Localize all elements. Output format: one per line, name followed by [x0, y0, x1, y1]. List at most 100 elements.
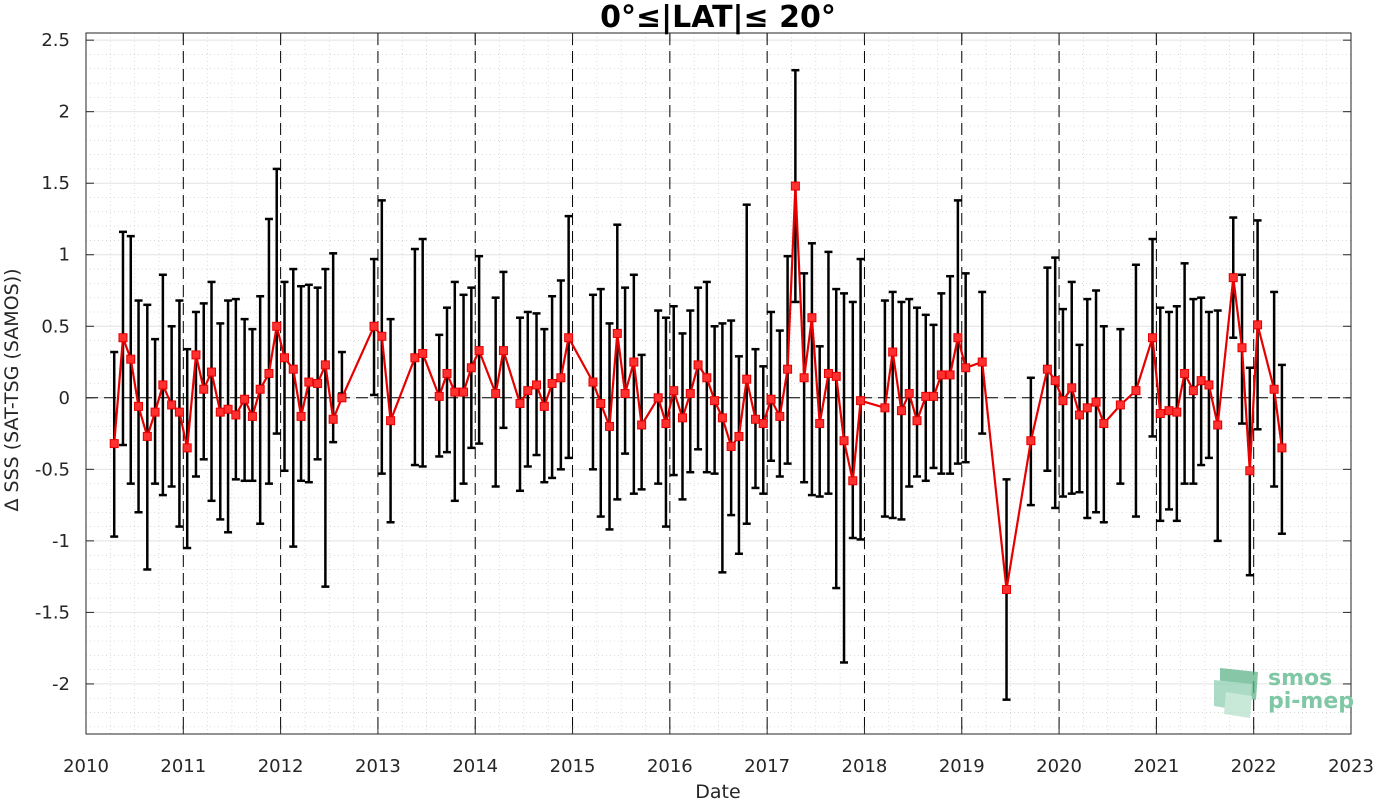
data-point-marker	[1172, 407, 1182, 417]
x-tick-label: 2021	[1133, 756, 1179, 777]
x-tick-label: 2017	[744, 756, 790, 777]
data-point-marker	[896, 406, 906, 416]
data-point-marker	[693, 360, 703, 370]
data-point-marker	[1002, 585, 1012, 595]
x-tick-label: 2022	[1231, 756, 1277, 777]
data-point-marker	[1204, 380, 1214, 390]
data-point-marker	[921, 391, 931, 401]
data-point-marker	[742, 374, 752, 384]
data-point-marker	[750, 414, 760, 424]
data-point-marker	[231, 410, 241, 420]
data-point-marker	[717, 413, 727, 423]
data-point-marker	[685, 389, 695, 399]
data-point-marker	[856, 396, 866, 406]
x-axis-label: Date	[695, 781, 740, 801]
x-tick-label: 2013	[355, 756, 401, 777]
data-point-marker	[532, 380, 542, 390]
data-point-marker	[418, 348, 428, 358]
data-point-marker	[839, 436, 849, 446]
data-point-marker	[1180, 368, 1190, 378]
data-point-marker	[174, 407, 184, 417]
data-point-marker	[313, 379, 323, 388]
data-point-marker	[677, 413, 687, 423]
data-point-marker	[167, 400, 177, 410]
data-point-marker	[758, 419, 768, 429]
data-point-marker	[1091, 397, 1101, 407]
logo-text-pi-mep: pi-mep	[1268, 689, 1354, 714]
data-point-marker	[320, 360, 330, 370]
data-point-marker	[142, 431, 152, 441]
logo-text-smos: smos	[1268, 666, 1332, 691]
data-point-marker	[1131, 386, 1141, 396]
data-point-marker	[328, 414, 338, 424]
data-point-marker	[240, 394, 250, 404]
data-point-marker	[223, 404, 233, 414]
data-point-marker	[807, 313, 817, 323]
data-point-marker	[109, 439, 119, 449]
data-point-marker	[977, 357, 987, 367]
data-point-marker	[296, 411, 306, 421]
data-point-marker	[1277, 443, 1287, 453]
data-point-marker	[1188, 386, 1198, 396]
y-tick-label: 1.5	[41, 173, 70, 194]
x-tick-label: 2018	[842, 756, 888, 777]
data-point-marker	[539, 401, 549, 411]
data-point-marker	[702, 373, 712, 383]
data-point-marker	[523, 386, 533, 396]
data-point-marker	[766, 394, 776, 404]
data-point-marker	[1099, 419, 1109, 429]
data-point-marker	[442, 368, 452, 378]
smos-logo-icon	[1214, 668, 1258, 718]
data-point-marker	[945, 370, 955, 380]
y-tick-label: 0.5	[41, 316, 70, 337]
x-tick-label: 2011	[160, 756, 206, 777]
data-point-marker	[1147, 333, 1157, 343]
x-tick-label: 2020	[1036, 756, 1082, 777]
data-point-marker	[150, 407, 160, 417]
data-point-marker	[823, 368, 833, 378]
data-point-marker	[498, 346, 508, 356]
data-point-marker	[953, 333, 963, 343]
data-point-marker	[474, 346, 484, 356]
data-point-marker	[304, 377, 314, 387]
data-point-marker	[547, 379, 557, 388]
data-point-marker	[1075, 410, 1085, 420]
data-point-marker	[596, 399, 606, 409]
x-tick-label: 2015	[550, 756, 596, 777]
data-point-marker	[1082, 403, 1092, 413]
y-tick-label: 2.5	[41, 30, 70, 51]
axes	[85, 32, 1352, 735]
smos-pi-mep-logo: smos pi-mep	[1214, 666, 1354, 718]
data-point-marker	[637, 420, 647, 430]
x-tick-label: 2010	[63, 756, 109, 777]
plot-frame	[85, 32, 1352, 735]
data-point-marker	[264, 368, 274, 378]
data-point-marker	[734, 431, 744, 441]
data-point-marker	[815, 419, 825, 429]
data-point-marker	[1245, 466, 1255, 476]
data-point-marker	[247, 411, 257, 421]
data-point-marker	[588, 377, 598, 387]
data-point-marker	[1196, 376, 1206, 386]
data-point-marker	[880, 403, 890, 413]
data-point-marker	[612, 328, 622, 338]
x-tick-label: 2012	[258, 756, 304, 777]
y-tick-label: -1.5	[35, 602, 70, 623]
x-tick-label: 2014	[452, 756, 498, 777]
data-point-marker	[710, 396, 720, 406]
data-point-marker	[620, 389, 630, 399]
y-tick-labels: 2.5 2 1.5 1 0.5 0 -0.5 -1 -1.5 -2	[35, 30, 70, 695]
data-point-marker	[1228, 273, 1238, 283]
data-point-marker	[929, 391, 939, 401]
x-tick-label: 2016	[647, 756, 693, 777]
data-point-marker	[126, 354, 136, 364]
data-point-marker	[790, 181, 800, 191]
y-tick-label: -0.5	[35, 459, 70, 480]
y-axis-label: Δ SSS (SAT-TSG (SAMOS))	[1, 268, 23, 511]
x-tick-labels: 2010 2011 2012 2013 2014 2015 2016 2017 2018 2019…	[63, 756, 1374, 777]
data-point-marker	[1050, 376, 1060, 386]
data-point-marker	[799, 373, 809, 383]
data-point-marker	[1026, 436, 1036, 446]
data-point-marker	[466, 363, 476, 373]
